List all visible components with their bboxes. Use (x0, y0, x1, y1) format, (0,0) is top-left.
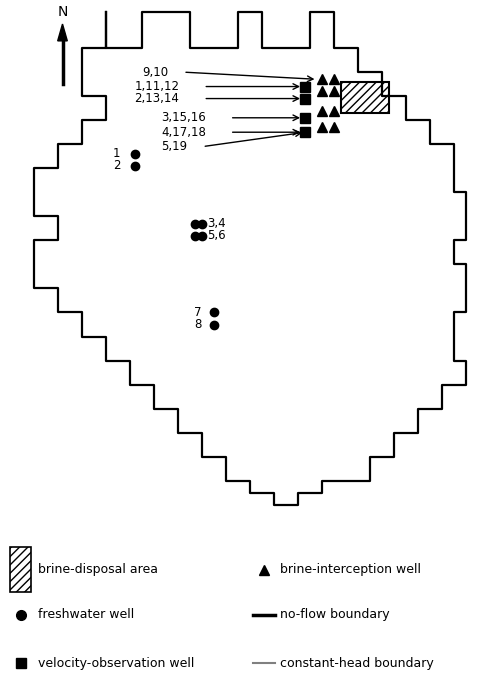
Text: velocity-observation well: velocity-observation well (38, 656, 194, 670)
Polygon shape (58, 24, 68, 41)
Text: 4,17,18: 4,17,18 (161, 125, 206, 139)
Text: 1,11,12: 1,11,12 (134, 80, 180, 93)
Text: 2: 2 (112, 159, 120, 172)
Bar (342, 82, 390, 113)
Text: brine-disposal area: brine-disposal area (38, 563, 158, 576)
Text: 2,13,14: 2,13,14 (134, 92, 180, 105)
Text: 5,6: 5,6 (206, 229, 226, 242)
Text: 8: 8 (194, 318, 202, 331)
Text: constant-head boundary: constant-head boundary (280, 656, 434, 670)
Text: 5,19: 5,19 (161, 140, 187, 153)
Text: 1: 1 (112, 147, 120, 160)
Text: no-flow boundary: no-flow boundary (280, 608, 390, 621)
Text: freshwater well: freshwater well (38, 608, 134, 621)
Text: 3,4: 3,4 (206, 217, 226, 230)
Text: brine-interception well: brine-interception well (280, 563, 421, 576)
Text: 7: 7 (194, 306, 202, 319)
Text: 9,10: 9,10 (142, 66, 168, 79)
Text: 3,15,16: 3,15,16 (161, 111, 206, 124)
Text: N: N (58, 5, 68, 19)
Bar (10, 548, 31, 593)
